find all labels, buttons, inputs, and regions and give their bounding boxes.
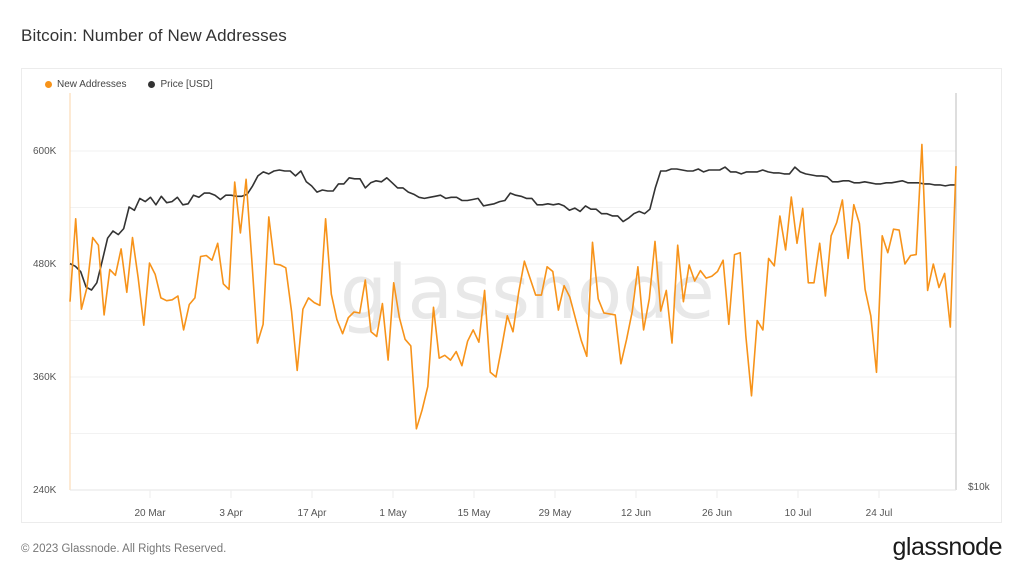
glassnode-logo: glassnode bbox=[892, 533, 1003, 561]
svg-text:360K: 360K bbox=[33, 372, 57, 383]
y-axis-ticks: 240K 360K 480K 600K bbox=[33, 146, 57, 496]
svg-text:20 Mar: 20 Mar bbox=[134, 508, 166, 519]
legend-label-price: Price [USD] bbox=[160, 79, 213, 90]
svg-text:15 May: 15 May bbox=[458, 508, 491, 519]
copyright-text: © 2023 Glassnode. All Rights Reserved. bbox=[21, 543, 227, 555]
svg-text:480K: 480K bbox=[33, 259, 57, 270]
svg-text:17 Apr: 17 Apr bbox=[298, 508, 328, 519]
black-dot-icon bbox=[148, 81, 156, 88]
svg-text:26 Jun: 26 Jun bbox=[702, 508, 732, 519]
x-axis-ticks: 20 Mar 3 Apr 17 Apr 1 May 15 May 29 May 12 Jun… bbox=[134, 490, 892, 519]
new-addresses-series-line bbox=[69, 143, 957, 430]
legend-item-new-addresses[interactable]: New Addresses bbox=[45, 79, 126, 90]
svg-text:29 May: 29 May bbox=[539, 508, 572, 519]
svg-text:1 May: 1 May bbox=[379, 508, 406, 519]
price-series-line bbox=[69, 166, 956, 291]
chart-frame bbox=[21, 68, 1002, 523]
legend-item-price[interactable]: Price [USD] bbox=[148, 79, 213, 90]
svg-text:240K: 240K bbox=[33, 485, 57, 496]
orange-dot-icon bbox=[45, 81, 52, 88]
gridlines bbox=[70, 150, 956, 434]
chart-title: Bitcoin: Number of New Addresses bbox=[21, 26, 287, 45]
svg-text:24 Jul: 24 Jul bbox=[866, 508, 893, 519]
svg-text:12 Jun: 12 Jun bbox=[621, 508, 651, 519]
svg-text:3 Apr: 3 Apr bbox=[219, 508, 243, 519]
legend-label-new-addresses: New Addresses bbox=[57, 79, 127, 90]
svg-text:10 Jul: 10 Jul bbox=[785, 508, 812, 519]
y2-tick-label: $10k bbox=[968, 482, 991, 493]
chart-legend: New Addresses Price [USD] bbox=[45, 79, 213, 90]
svg-text:600K: 600K bbox=[33, 146, 57, 157]
